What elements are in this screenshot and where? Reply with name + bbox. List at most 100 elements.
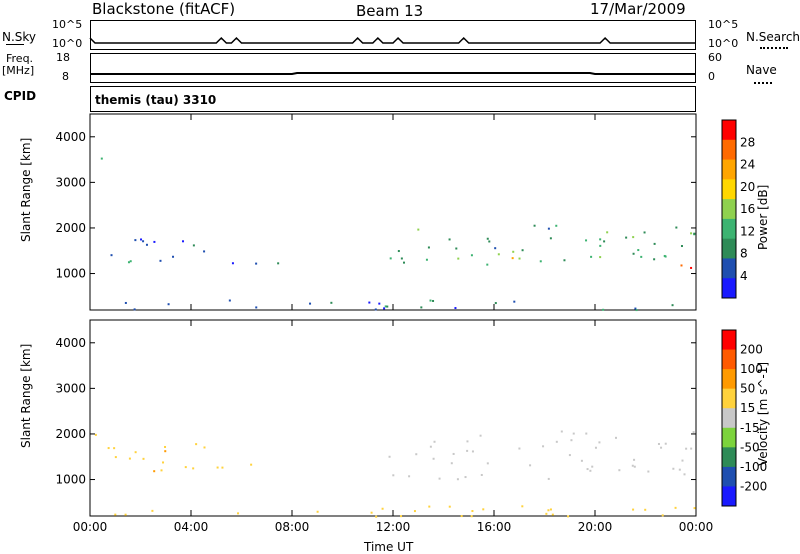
power-colorbar-segment: [722, 120, 736, 141]
data-cell: [255, 262, 258, 265]
data-cell: [415, 453, 418, 456]
data-cell: [545, 512, 548, 515]
data-cell: [153, 240, 156, 243]
data-cell: [521, 249, 524, 252]
data-cell: [529, 464, 532, 467]
data-cell: [693, 232, 696, 235]
data-cell: [370, 511, 373, 514]
data-cell: [690, 447, 693, 450]
data-cell: [572, 432, 575, 435]
data-cell: [255, 306, 258, 309]
freq-tick-bottom: 8: [62, 70, 69, 83]
data-cell: [549, 237, 552, 240]
data-cell: [386, 305, 389, 308]
data-cell: [203, 250, 206, 253]
nave-legend-line: [754, 82, 772, 84]
data-cell: [429, 299, 432, 302]
data-cell: [124, 513, 127, 516]
data-cell: [599, 244, 602, 247]
data-cell: [448, 505, 451, 508]
data-cell: [675, 226, 678, 229]
data-cell: [330, 301, 333, 304]
data-cell: [374, 308, 377, 311]
data-cell: [674, 506, 677, 509]
data-cell: [547, 227, 550, 230]
data-cell: [378, 302, 381, 305]
station-title: Blackstone (fitACF): [92, 0, 236, 18]
data-cell: [433, 440, 436, 443]
velocity-colorbar-tick-label: 100: [740, 362, 763, 376]
data-cell: [533, 224, 536, 227]
data-cell: [631, 464, 634, 467]
data-cell: [632, 236, 635, 239]
nave-tick-bottom: 0: [708, 70, 715, 83]
power-colorbar-tick-label: 16: [740, 202, 755, 216]
data-cell: [408, 475, 411, 478]
data-cell: [488, 240, 491, 243]
data-cell: [164, 445, 167, 448]
data-cell: [192, 244, 195, 247]
velocity-colorbar-segment: [722, 369, 736, 390]
data-cell: [494, 302, 497, 305]
data-cell: [134, 451, 137, 454]
velocity-colorbar-frame: [721, 329, 737, 507]
data-cell: [153, 470, 156, 473]
data-cell: [448, 238, 451, 241]
data-cell: [640, 255, 643, 258]
freq-tick-top: 18: [56, 51, 70, 64]
data-cell: [618, 469, 621, 472]
data-cell: [383, 307, 386, 310]
data-cell: [690, 266, 693, 269]
velocity-colorbar-tick-label: 15: [740, 401, 755, 415]
velocity-colorbar-segment: [722, 330, 736, 351]
freq-label: Freq.: [6, 52, 34, 65]
data-cell: [392, 474, 395, 477]
x-tick-label: 16:00: [477, 520, 512, 534]
data-cell: [594, 446, 597, 449]
data-cell: [127, 261, 130, 264]
nave-tick-top: 60: [708, 51, 722, 64]
data-cell: [661, 514, 664, 517]
data-cell: [480, 473, 483, 476]
data-cell: [142, 457, 145, 460]
velocity-colorbar-tick-label: 50: [740, 382, 755, 396]
power-colorbar-segment: [722, 278, 736, 299]
nsky-legend-line: [6, 44, 24, 45]
power-colorbar-segment: [722, 159, 736, 180]
data-cell: [128, 457, 131, 460]
data-cell: [632, 508, 635, 511]
data-cell: [542, 445, 545, 448]
nsky-series: [89, 36, 696, 44]
data-cell: [518, 447, 521, 450]
power-colorbar-tick-label: 28: [740, 135, 755, 149]
data-cell: [471, 450, 474, 453]
y-tick-label: 3000: [55, 175, 86, 189]
power-colorbar-segment: [722, 238, 736, 259]
power-colorbar-tick-label: 12: [740, 224, 755, 238]
data-cell: [664, 442, 667, 445]
data-cell: [427, 246, 430, 249]
data-cell: [420, 306, 423, 309]
data-cell: [598, 441, 601, 444]
data-cell: [425, 258, 428, 261]
data-cell: [690, 232, 693, 235]
data-cell: [159, 259, 162, 262]
data-cell: [429, 445, 432, 448]
data-cell: [124, 301, 127, 304]
data-cell: [384, 305, 387, 308]
data-cell: [660, 446, 663, 449]
velocity-ylabel: Slant Range [km]: [19, 343, 33, 448]
power-colorbar-tick-label: 4: [740, 269, 748, 283]
data-cell: [672, 467, 675, 470]
velocity-colorbar-segment: [722, 408, 736, 429]
freq-series: [90, 72, 696, 75]
data-cell: [397, 250, 400, 253]
data-cell: [560, 430, 563, 433]
nsearch-label: N.Search: [746, 30, 800, 44]
power-colorbar-label: Power [dB]: [756, 184, 770, 250]
data-cell: [590, 255, 593, 258]
velocity-colorbar-segment: [722, 447, 736, 468]
velocity-colorbar-segment: [722, 349, 736, 370]
data-cell: [389, 257, 392, 260]
